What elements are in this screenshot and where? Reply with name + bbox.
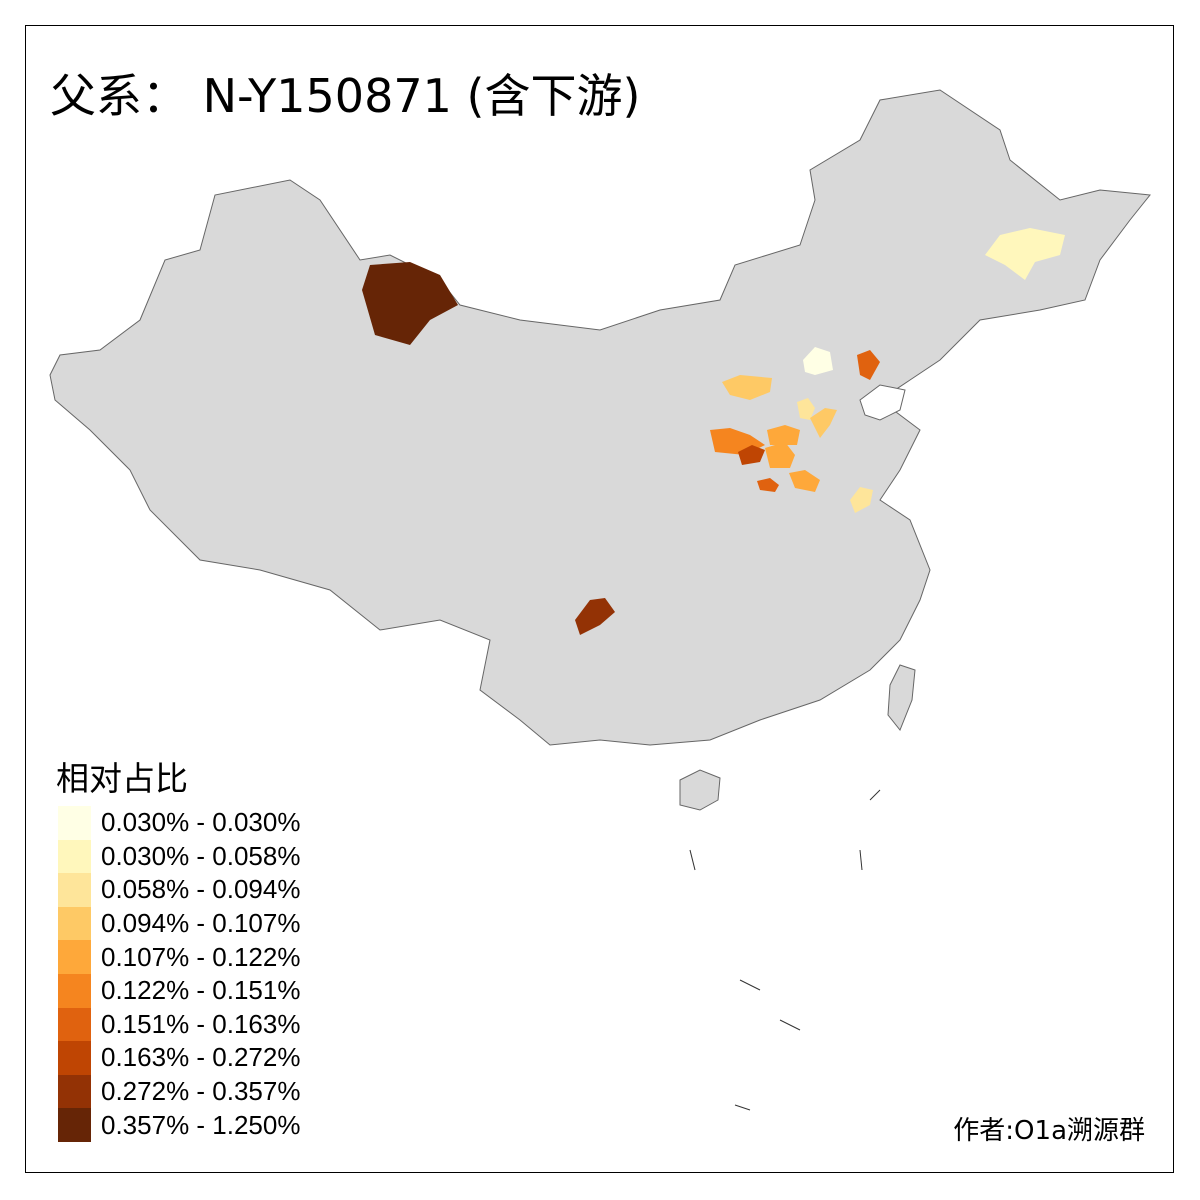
legend-swatch (58, 1074, 91, 1109)
island-mark (689, 849, 696, 871)
legend-item: 0.163% - 0.272% (58, 1041, 300, 1075)
legend-item: 0.030% - 0.058% (58, 839, 301, 874)
legend-swatch (58, 806, 91, 840)
legend-label: 0.030% - 0.030% (101, 807, 301, 838)
legend-label: 0.357% - 1.250% (101, 1109, 301, 1140)
region-class-4 (722, 375, 772, 400)
sea-area (859, 384, 906, 421)
legend-item: 0.151% - 0.163% (58, 1007, 301, 1042)
legend-swatch (58, 906, 91, 941)
legend-label: 0.107% - 0.122% (101, 941, 301, 972)
legend-item: 0.357% - 1.250% (58, 1108, 300, 1142)
region-class-2 (985, 228, 1065, 280)
region-class-3 (797, 398, 815, 420)
legend-item: 0.094% - 0.107% (58, 906, 301, 941)
region-class-10 (362, 262, 458, 345)
region-class-5 (765, 442, 795, 468)
island-mark (869, 789, 881, 801)
highlighted-regions (362, 228, 1065, 635)
legend-label: 0.122% - 0.151% (101, 975, 301, 1006)
region-class-3 (850, 487, 873, 513)
region-class-8 (738, 445, 765, 465)
region-class-1 (803, 347, 833, 375)
island-mark (859, 849, 863, 871)
legend-item: 0.058% - 0.094% (58, 873, 300, 907)
region-class-7 (757, 478, 779, 492)
legend-label: 0.030% - 0.058% (101, 840, 301, 871)
island-mark (779, 1019, 801, 1031)
legend-swatch (58, 1041, 91, 1075)
legend-swatch (58, 839, 91, 874)
region-class-7 (857, 350, 880, 380)
legend-swatch (58, 1108, 91, 1142)
author-credit: 作者:O1a溯源群 (953, 1116, 1145, 1146)
legend-swatch (58, 873, 91, 907)
region-class-5 (789, 470, 820, 492)
legend-swatch (58, 1007, 91, 1042)
legend-label: 0.058% - 0.094% (101, 874, 301, 905)
legend-label: 0.272% - 0.357% (101, 1076, 301, 1107)
island-hainan (679, 769, 721, 811)
plot-frame (25, 25, 1174, 1173)
legend-swatch (58, 973, 91, 1008)
legend-title: 相对占比 (56, 759, 188, 798)
legend-label: 0.163% - 0.272% (101, 1042, 301, 1073)
region-class-5 (767, 425, 800, 445)
legend: 0.030% - 0.030% 0.030% - 0.058% 0.058% - 0… (58, 806, 300, 1142)
island-mark (739, 979, 761, 991)
island-mark (734, 1104, 751, 1111)
map-title: 父系： N-Y150871 (含下游) (50, 69, 641, 123)
country-shape (49, 89, 1151, 746)
island-taiwan (887, 664, 916, 731)
legend-item: 0.107% - 0.122% (58, 940, 300, 974)
base-map (49, 89, 1151, 1111)
legend-label: 0.151% - 0.163% (101, 1008, 301, 1039)
region-class-9 (575, 598, 615, 635)
legend-swatch (58, 940, 91, 974)
legend-label: 0.094% - 0.107% (101, 908, 301, 939)
legend-item: 0.122% - 0.151% (58, 973, 301, 1008)
region-class-4 (810, 408, 837, 438)
legend-item: 0.272% - 0.357% (58, 1074, 301, 1109)
legend-item: 0.030% - 0.030% (58, 806, 300, 840)
